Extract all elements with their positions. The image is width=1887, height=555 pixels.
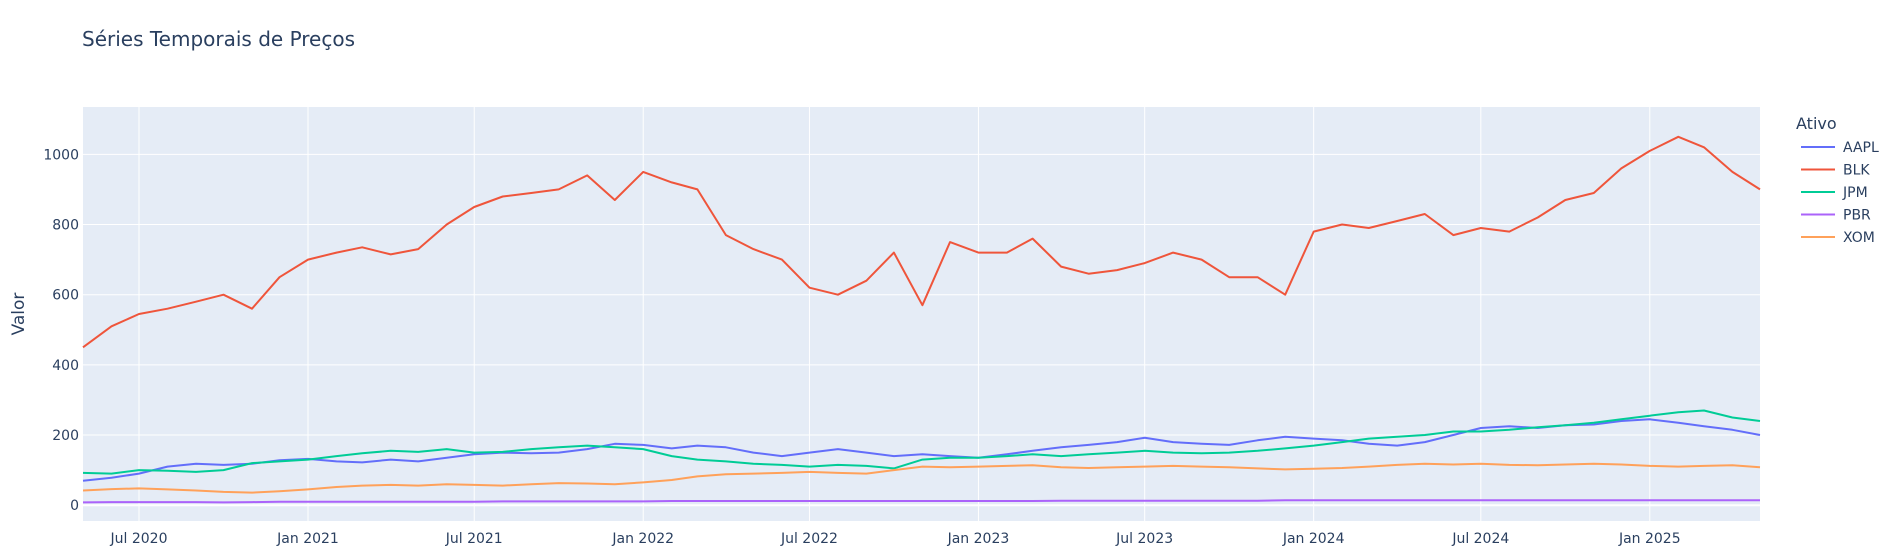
x-tick-label: Jan 2022 (611, 531, 674, 547)
y-tick-label: 800 (52, 218, 79, 234)
series-line-pbr (82, 499, 1760, 504)
x-tick-labels: Jul 2020 Jan 2021 Jul 2021 Jan 2022 Jul 2022… (110, 531, 1681, 547)
y-tick-label: 0 (70, 498, 79, 514)
legend-label: BLK (1843, 163, 1870, 179)
legend: Ativo AAPL BLK JPM PBR XOM (1796, 114, 1879, 246)
x-tick-label: Jan 2024 (1282, 531, 1345, 547)
series-line-xom (82, 462, 1761, 494)
series-line-aapl (82, 418, 1761, 482)
x-tick-label: Jul 2023 (1115, 531, 1173, 547)
y-axis-label: Valor (9, 293, 29, 336)
x-tick-label: Jul 2024 (1451, 531, 1509, 547)
x-tick-label: Jul 2021 (445, 531, 503, 547)
legend-item-xom[interactable]: XOM (1801, 230, 1875, 246)
chart-title: Séries Temporais de Preços (82, 27, 355, 51)
x-tick-label: Jan 2023 (947, 531, 1010, 547)
legend-label: XOM (1843, 230, 1875, 246)
y-tick-label: 1000 (43, 147, 79, 163)
y-tick-label: 600 (52, 288, 79, 304)
y-tick-labels: 0 200 400 600 800 1000 (43, 147, 79, 514)
x-tick-label: Jan 2021 (276, 531, 339, 547)
legend-item-blk[interactable]: BLK (1801, 163, 1870, 179)
y-tick-label: 200 (52, 428, 79, 444)
legend-label: JPM (1842, 185, 1868, 201)
x-tick-label: Jul 2022 (780, 531, 838, 547)
legend-title: Ativo (1796, 114, 1837, 133)
series-line-jpm (82, 409, 1761, 475)
x-tick-label: Jan 2025 (1618, 531, 1681, 547)
y-tick-label: 400 (52, 358, 79, 374)
legend-item-aapl[interactable]: AAPL (1801, 140, 1879, 156)
legend-item-pbr[interactable]: PBR (1801, 208, 1871, 224)
series-line-blk (82, 135, 1761, 349)
legend-label: AAPL (1843, 140, 1879, 156)
legend-label: PBR (1843, 208, 1871, 224)
x-tick-label: Jul 2020 (110, 531, 168, 547)
series-lines (82, 135, 1761, 504)
legend-item-jpm[interactable]: JPM (1801, 185, 1868, 201)
